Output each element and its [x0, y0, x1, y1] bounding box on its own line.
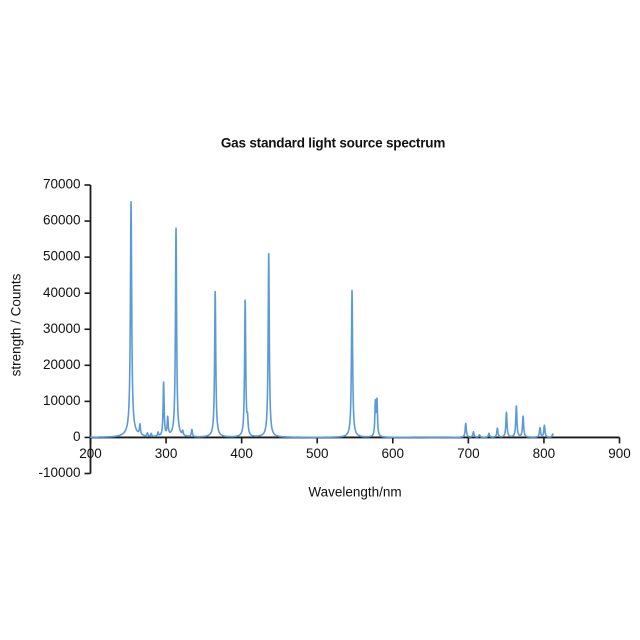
y-tick-label: 10000	[43, 393, 81, 408]
chart-title: Gas standard light source spectrum	[220, 135, 446, 151]
y-tick-label: -10000	[38, 465, 80, 480]
y-tick-label: 0	[73, 429, 81, 444]
x-tick-label: 500	[306, 446, 329, 461]
y-tick-label: 50000	[43, 249, 81, 264]
y-axis-label: strength / Counts	[8, 273, 24, 377]
y-tick-label: 30000	[43, 321, 81, 336]
spectrum-line	[89, 200, 554, 439]
x-tick-label: 700	[457, 446, 480, 461]
x-tick-label: 600	[382, 446, 405, 461]
x-tick-label: 400	[230, 446, 253, 461]
y-tick-label: 20000	[43, 357, 81, 372]
x-tick-label: 300	[155, 446, 178, 461]
y-tick-label: 60000	[43, 213, 81, 228]
x-axis-label: Wavelength/nm	[308, 484, 402, 500]
x-tick-label: 200	[79, 446, 102, 461]
y-tick-label: 40000	[43, 285, 81, 300]
y-tick-label: 70000	[43, 177, 81, 192]
x-tick-label: 800	[533, 446, 556, 461]
x-tick-label: 900	[608, 446, 631, 461]
